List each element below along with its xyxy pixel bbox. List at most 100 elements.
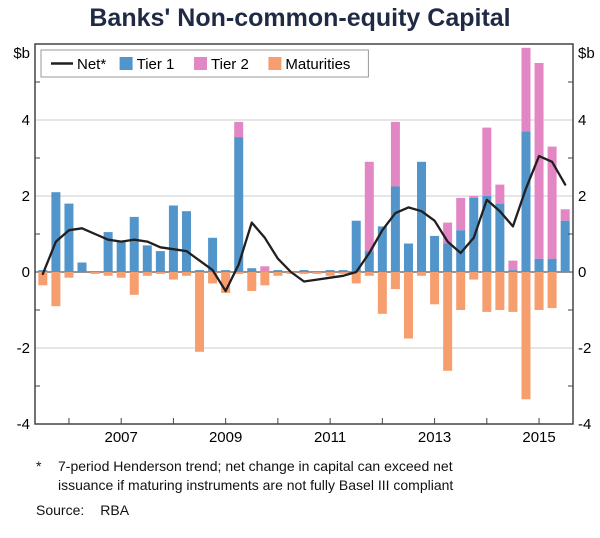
bar-maturities [64, 272, 74, 278]
legend-label: Tier 2 [211, 56, 249, 73]
bar-tier1 [377, 226, 387, 272]
bar-tier1 [547, 258, 557, 272]
bar-tier1 [417, 161, 427, 272]
bar-tier1 [560, 220, 570, 272]
bar-tier1 [247, 268, 257, 272]
source-row: Source: RBA [36, 502, 560, 518]
bar-maturities [155, 272, 165, 274]
bar-maturities [547, 272, 557, 309]
y-tick-label: 4 [578, 112, 586, 129]
bar-tier1 [325, 270, 335, 272]
bar-maturities [129, 272, 139, 295]
bar-tier2 [534, 63, 544, 259]
bar-tier1 [390, 186, 400, 272]
bar-maturities [260, 272, 270, 286]
bar-tier2 [482, 127, 492, 196]
bar-maturities [508, 272, 518, 312]
year-label: 2011 [314, 429, 346, 446]
y-tick-label: -4 [17, 416, 30, 433]
bar-maturities [534, 272, 544, 310]
source-label: Source: [36, 502, 85, 518]
bar-tier1 [364, 251, 374, 272]
y-tick-label: -4 [578, 416, 591, 433]
legend-box-swatch [268, 57, 282, 70]
bar-tier1 [338, 270, 348, 272]
bar-tier1 [168, 205, 178, 272]
bar-tier2 [443, 222, 453, 244]
unit-label-left: $b [13, 45, 30, 62]
bar-tier2 [234, 121, 244, 138]
bar-maturities [38, 272, 48, 286]
gridlines [35, 119, 573, 349]
bar-tier1 [155, 251, 165, 272]
bar-tier1 [495, 203, 505, 272]
footnote-line-1: 7-period Henderson trend; net change in … [58, 458, 453, 474]
bar-maturities [325, 272, 335, 276]
y-tick-labels-right: -4 -2 0 2 4 [578, 112, 591, 433]
legend-label: Tier 1 [137, 56, 175, 73]
bar-tier1 [181, 211, 191, 272]
legend: Net* Tier 1 Tier 2 Maturities [40, 49, 369, 78]
bar-tier2 [456, 197, 466, 231]
legend-box-swatch [194, 57, 207, 70]
y-tick-label: 2 [578, 188, 586, 205]
legend-box-swatch [119, 57, 133, 70]
bar-tier1 [103, 232, 113, 272]
bar-tier1 [403, 243, 413, 272]
bar-tier2 [495, 184, 505, 204]
legend-item-tier1: Tier 1 [119, 56, 175, 73]
bar-maturities [521, 272, 531, 400]
bar-tier1 [142, 245, 152, 272]
plot-frame [34, 43, 574, 425]
bar-tier1 [482, 196, 492, 272]
y-tick-label: 0 [578, 264, 586, 281]
bar-maturities [377, 272, 387, 314]
year-label: 2013 [418, 429, 451, 446]
bar-tier1 [430, 235, 440, 272]
y-tick-label: -2 [17, 340, 30, 357]
bar-maturities [403, 272, 413, 339]
unit-label-right: $b [578, 45, 595, 62]
bar-tier2 [364, 161, 374, 252]
bar-maturities [495, 272, 505, 310]
net-line [41, 154, 567, 293]
footnote-marker: * [36, 458, 42, 474]
bar-maturities [443, 272, 453, 371]
y-tick-labels-left: -4 -2 0 2 4 [17, 112, 30, 433]
maturities-bars [38, 272, 557, 400]
bar-maturities [482, 272, 492, 312]
bar-tier1 [221, 270, 231, 272]
bar-maturities [247, 272, 257, 291]
bar-tier1 [299, 270, 309, 272]
bar-maturities [181, 272, 191, 276]
bar-maturities [195, 272, 205, 352]
bar-maturities [168, 272, 178, 280]
footnote-text: 7-period Henderson trend; net change in … [58, 457, 560, 495]
bar-tier1 [77, 262, 87, 272]
bar-tier2 [508, 260, 518, 271]
year-labels: 2007 2009 2011 2013 2015 [104, 429, 555, 446]
legend-label: Net* [77, 56, 106, 73]
bar-maturities [234, 272, 244, 274]
bar-maturities [90, 272, 100, 274]
legend-label: Maturities [285, 56, 350, 73]
bar-tier2 [547, 146, 557, 259]
bar-tier1 [129, 216, 139, 272]
source-value: RBA [100, 502, 130, 518]
bar-tier1 [521, 131, 531, 272]
bar-maturities [208, 272, 218, 284]
bar-tier1 [273, 270, 283, 272]
chart-title: Banks' Non-common-equity Capital [89, 4, 511, 32]
year-label: 2015 [522, 429, 555, 446]
bar-tier1 [195, 270, 205, 272]
bar-tier1 [508, 270, 518, 272]
bar-tier2 [390, 121, 400, 187]
bar-tier1 [351, 220, 361, 272]
y-tick-label: 4 [22, 112, 30, 129]
footnote-line-2: issuance if maturing instruments are not… [58, 477, 454, 493]
bar-tier1 [443, 243, 453, 272]
year-label: 2007 [104, 429, 137, 446]
bar-maturities [390, 272, 400, 290]
bar-tier2 [469, 196, 479, 198]
y-tick-label: 0 [22, 264, 30, 281]
